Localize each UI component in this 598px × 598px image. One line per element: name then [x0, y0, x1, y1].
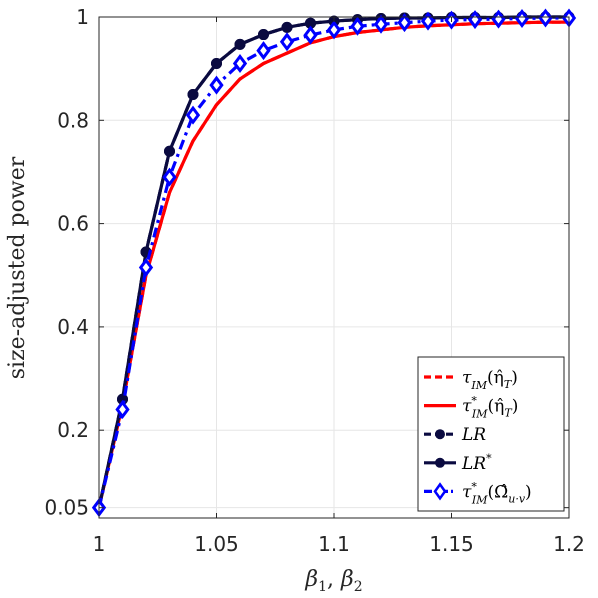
y-tick-labels: 0.05 0.2 0.4 0.6 0.8 1 [44, 5, 89, 520]
data-point [258, 29, 269, 41]
x-tick-label: 1 [93, 532, 106, 556]
y-tick-label: 0.6 [57, 212, 89, 236]
ticks [98, 16, 570, 518]
legend-label: τ* IM(Ω̂u·v) [462, 480, 532, 506]
series-5 [91, 8, 577, 518]
data-point [187, 88, 199, 100]
legend-label: τ* IM(η̂T) [462, 395, 518, 421]
data-point [303, 25, 318, 45]
data-point [115, 400, 130, 420]
legend-label: LR* [461, 452, 492, 474]
data-point [279, 32, 295, 52]
x-tick-label: 1.2 [553, 532, 585, 556]
legend-marker [433, 482, 447, 501]
data-point [373, 14, 389, 34]
x-tick-label: 1.1 [318, 532, 350, 556]
series-layer [91, 8, 577, 518]
y-tick-label: 1 [76, 5, 89, 29]
legend-entry: τ* IM(η̂T) [424, 395, 518, 421]
data-point [420, 11, 436, 31]
legend-entry: τIM(η̂T) [424, 368, 518, 392]
legend-marker [435, 457, 445, 468]
y-tick-label: 0.8 [57, 108, 89, 132]
x-tick-label: 1.15 [429, 532, 474, 556]
y-tick-label: 0.05 [44, 496, 89, 520]
data-point [326, 20, 342, 40]
data-point [138, 258, 154, 277]
legend: τIM(η̂T) τ* IM(η̂T) LR LR* τ* IM(Ω̂u·v) [417, 356, 565, 512]
data-point [162, 167, 177, 187]
data-point [232, 53, 248, 73]
data-point [350, 16, 365, 36]
data-point [514, 9, 530, 29]
data-point [211, 57, 222, 69]
y-axis-label: size-adjusted power [5, 156, 30, 379]
y-tick-label: 0.4 [57, 315, 89, 339]
data-point [538, 8, 553, 28]
legend-entry: LR* [424, 452, 492, 474]
x-tick-label: 1.05 [194, 532, 239, 556]
data-point [281, 21, 293, 33]
data-point [234, 38, 246, 50]
data-point [256, 41, 271, 61]
data-point [397, 13, 412, 33]
x-axis-label: β1, β2 [304, 567, 362, 595]
x-tick-labels: 1 1.05 1.1 1.15 1.2 [93, 532, 585, 556]
y-tick-label: 0.2 [57, 418, 89, 442]
legend-entry: LR [424, 425, 486, 445]
data-point [185, 105, 201, 125]
data-point [164, 145, 175, 157]
legend-marker [435, 429, 445, 440]
data-point [209, 75, 224, 95]
legend-label: τIM(η̂T) [462, 368, 518, 392]
legend-label: LR [461, 425, 486, 445]
legend-entry: τ* IM(Ω̂u·v) [424, 480, 532, 506]
